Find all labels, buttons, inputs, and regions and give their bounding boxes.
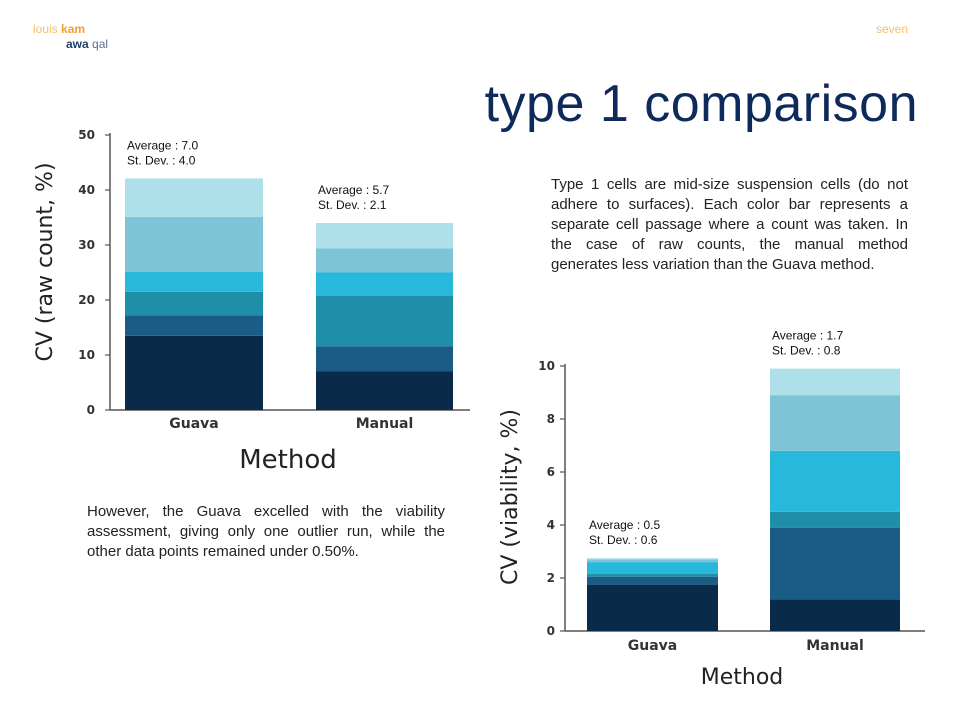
viability-bar-segment [770,511,900,528]
coauthor-first-name: awa [66,37,89,51]
raw-count-bar-segment [125,315,263,336]
raw-count-bar-segment [316,248,453,273]
raw-count-bar-segment [316,371,453,410]
viability-bar-annotation: Average : 0.5 [589,518,660,532]
raw-count-y-tick-label: 50 [78,128,95,142]
viability-y-tick-label: 10 [538,359,555,373]
description-paragraph-bottom: However, the Guava excelled with the via… [87,503,445,560]
raw-count-x-axis-label: Method [239,445,337,475]
author-last-name: kam [61,22,86,36]
raw-count-bar-segment [125,178,263,217]
viability-bar-segment [587,562,718,575]
viability-bar-annotation: St. Dev. : 0.8 [772,344,841,358]
raw-count-y-tick-label: 40 [78,183,95,197]
viability-bar-annotation: Average : 1.7 [772,329,843,343]
raw-count-category-label: Manual [356,416,414,432]
raw-count-y-tick-label: 30 [78,238,95,252]
author-name: louis kam [33,22,85,36]
raw-count-bar-annotation: Average : 7.0 [127,138,198,152]
viability-category-label: Guava [628,638,677,654]
raw-count-category-label: Guava [169,416,218,432]
raw-count-bar-segment [316,272,453,296]
viability-bar-segment [770,599,900,631]
viability-bar-segment [587,559,718,563]
raw-count-bar-annotation: Average : 5.7 [318,183,389,197]
viability-x-axis-label: Method [701,665,784,690]
raw-count-bar-segment [316,346,453,372]
description-paragraph-top: Type 1 cells are mid-size suspension cel… [551,176,908,273]
viability-bar-segment [587,574,718,577]
raw-count-bar-annotation: St. Dev. : 2.1 [318,198,387,212]
raw-count-bar-segment [316,295,453,347]
raw-count-bar-segment [125,216,263,272]
raw-count-bar-annotation: St. Dev. : 4.0 [127,153,196,167]
raw-count-y-tick-label: 10 [78,348,95,362]
page-title: type 1 comparison [484,75,918,133]
viability-bar-segment [770,395,900,451]
viability-bar-segment [770,450,900,512]
viability-bar-annotation: St. Dev. : 0.6 [589,533,658,547]
viability-bar-segment [770,527,900,600]
coauthor-name: awa qal [66,37,108,51]
coauthor-last-name: qal [92,37,109,51]
viability-y-tick-label: 0 [547,624,555,638]
raw-count-bar-segment [125,335,263,410]
author-first-name: louis [33,22,58,36]
viability-bar-segment [587,584,718,631]
viability-y-tick-label: 4 [547,518,555,532]
raw-count-bar-segment [316,223,453,249]
viability-bar-segment [587,576,718,585]
viability-y-tick-label: 2 [547,571,555,585]
raw-count-y-tick-label: 20 [78,293,95,307]
slide-label: seven [875,22,908,36]
raw-count-y-tick-label: 0 [87,403,95,417]
raw-count-y-axis-label: CV (raw count, %) [33,162,58,361]
viability-bar-segment [587,558,718,560]
raw-count-bar-segment [125,271,263,292]
viability-y-tick-label: 6 [547,465,555,479]
viability-bar-segment [770,368,900,396]
viability-category-label: Manual [806,638,864,654]
viability-y-tick-label: 8 [547,412,555,426]
raw-count-bar-segment [125,291,263,316]
viability-y-axis-label: CV (viability, %) [498,409,523,585]
